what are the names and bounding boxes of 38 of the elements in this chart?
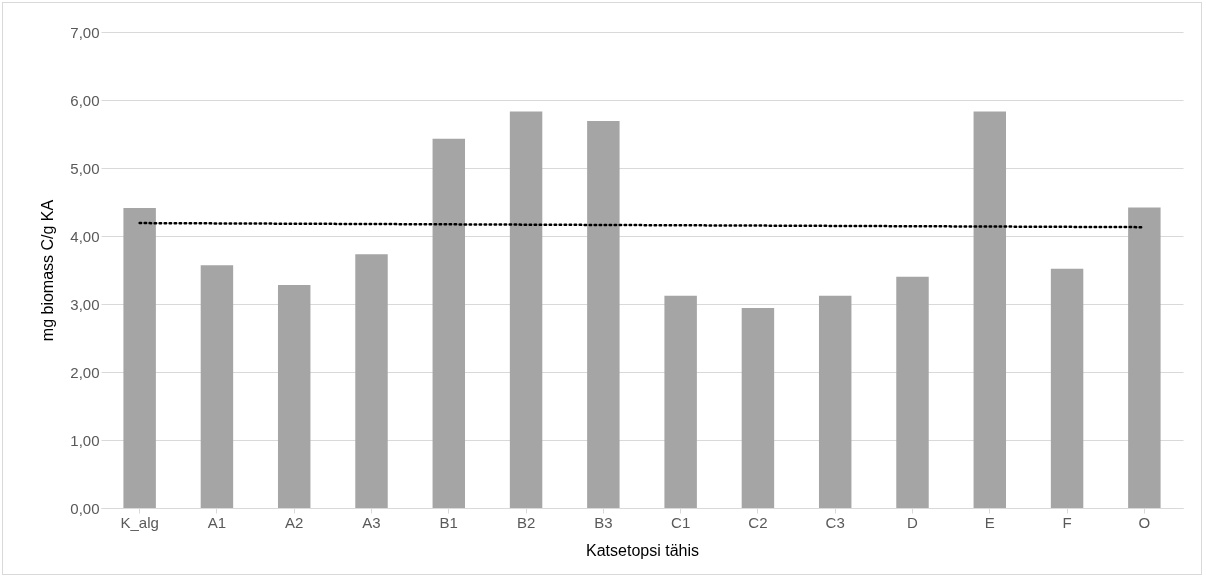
- bar: [973, 111, 1007, 508]
- y-tick-label: 2,00: [70, 363, 100, 381]
- bar: [123, 208, 156, 508]
- bar: [509, 111, 543, 508]
- x-tick-label: A3: [362, 513, 381, 531]
- y-axis-title: mg biomass C/g KA: [39, 199, 57, 342]
- x-tick-label: A2: [285, 513, 304, 531]
- x-tick-label: F: [1062, 513, 1072, 531]
- x-tick-label: A1: [207, 513, 227, 531]
- y-tick-label: 5,00: [70, 159, 100, 177]
- x-tick-label: C3: [825, 513, 845, 531]
- x-tick-label: C2: [748, 513, 768, 531]
- x-tick-label: E: [984, 513, 995, 531]
- y-tick-label: 1,00: [70, 431, 100, 449]
- x-tick-label: B2: [516, 513, 536, 531]
- bar: [1128, 207, 1161, 508]
- x-tick-label: B1: [439, 513, 458, 531]
- bar: [587, 121, 620, 508]
- y-tick-label: 0,00: [70, 499, 100, 517]
- bar: [355, 254, 388, 508]
- x-axis-title: Katsetopsi tähis: [586, 541, 699, 559]
- bar: [741, 308, 775, 508]
- bar: [200, 265, 234, 508]
- x-tick-label: K_alg: [120, 513, 159, 531]
- bar: [1050, 268, 1084, 508]
- x-tick-label: B3: [594, 513, 613, 531]
- y-tick-label: 6,00: [70, 91, 100, 109]
- bar: [818, 295, 852, 508]
- bar: [277, 284, 311, 508]
- bar: [664, 295, 697, 508]
- bar: [432, 138, 466, 508]
- x-tick-label: C1: [671, 513, 691, 531]
- x-tick-label: O: [1138, 513, 1151, 531]
- x-tick-label: D: [907, 513, 919, 531]
- y-tick-label: 4,00: [70, 227, 100, 245]
- bar: [896, 276, 929, 508]
- y-tick-label: 3,00: [70, 295, 100, 313]
- y-tick-label: 7,00: [70, 23, 100, 41]
